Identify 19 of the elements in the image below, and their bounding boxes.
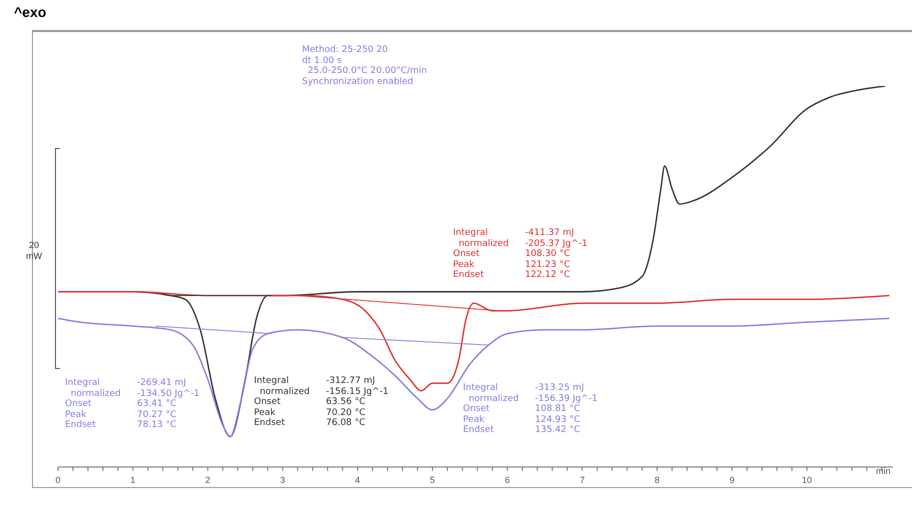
x-tick-label: 1 bbox=[130, 475, 136, 485]
y-axis-title: 20 mW bbox=[26, 240, 42, 262]
annotation: Method: 25-250 20 dt 1.00 s 25.0-250.0°C 20.00°C/min Synchronization enabled bbox=[302, 45, 427, 87]
x-tick-label: 0 bbox=[55, 475, 61, 485]
x-tick-label: 4 bbox=[355, 475, 360, 485]
text: Integral -313.25 mJ normalized -156.39 Jg^-1 Onset 108.81 °C Peak 124.93 °C Endset 135.42 °C bbox=[463, 383, 598, 435]
x-tick-label: 8 bbox=[654, 475, 660, 485]
x-tick-label: 5 bbox=[430, 475, 435, 485]
text: Integral -312.77 mJ normalized -156.15 Jg^-1 Onset 63.56 °C Peak 70.20 °C Endset 76.08 °C bbox=[254, 376, 388, 428]
x-tick-label: 9 bbox=[729, 475, 734, 485]
x-tick-label: 10 bbox=[802, 475, 812, 485]
x-tick-label: 6 bbox=[504, 475, 510, 485]
x-tick-label: 3 bbox=[280, 475, 286, 485]
text: Integral -269.41 mJ normalized -134.50 Jg^-1 Onset 63.41 °C Peak 70.27 °C Endset 78.13 °C bbox=[65, 378, 200, 430]
x-axis-title: min bbox=[876, 466, 891, 476]
x-tick-label: 2 bbox=[205, 475, 210, 485]
x-tick-label: 7 bbox=[580, 475, 585, 485]
chart-title: ^exo bbox=[14, 4, 46, 20]
text: Integral -411.37 mJ normalized -205.37 Jg^-1 Onset 108.30 °C Peak 121.23 °C Endset 122.12 °C bbox=[453, 228, 588, 280]
